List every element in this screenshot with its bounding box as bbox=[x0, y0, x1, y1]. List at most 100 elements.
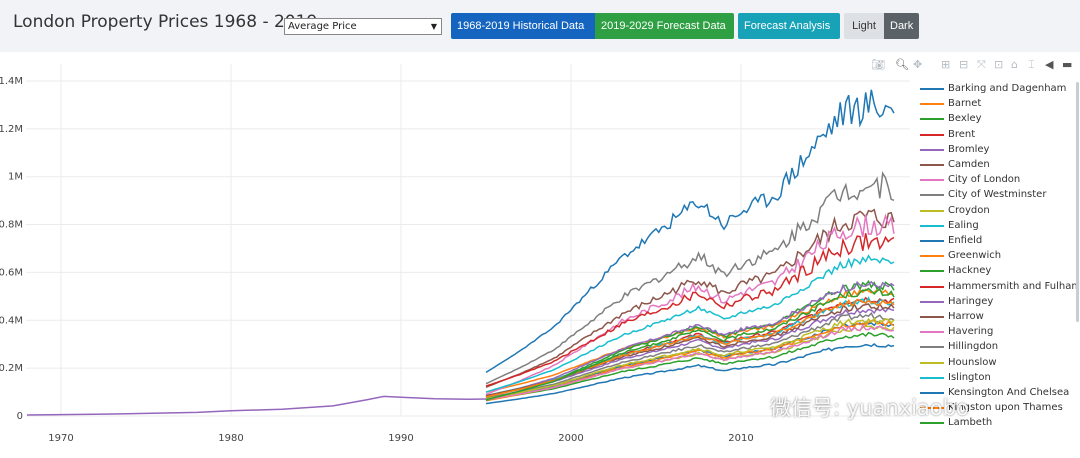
watermark-text: 微信号: yuanxiaobo bbox=[770, 396, 969, 420]
legend-item[interactable]: Kensington And Chelsea bbox=[918, 386, 1078, 401]
zoom-out-icon[interactable]: ⊟ bbox=[959, 58, 969, 71]
legend-swatch bbox=[920, 240, 944, 242]
metric-select[interactable]: Average Price ▼ bbox=[284, 18, 442, 35]
legend-item[interactable]: Hammersmith and Fulham bbox=[918, 280, 1078, 295]
legend-item[interactable]: Harrow bbox=[918, 310, 1078, 325]
header-bar: London Property Prices 1968 - 2019 Avera… bbox=[0, 0, 1080, 52]
camera-icon[interactable]: 📷︎ bbox=[871, 58, 885, 71]
legend-swatch bbox=[920, 194, 944, 197]
legend-label: Brent bbox=[948, 128, 976, 140]
x-tick-label: 2010 bbox=[728, 433, 753, 444]
pan-icon[interactable]: ✥ bbox=[913, 58, 923, 71]
legend-item[interactable]: Barnet bbox=[918, 97, 1078, 112]
series-line bbox=[485, 287, 895, 401]
chart-legend[interactable]: Barking and Dagenham Barnet Bexley Brent Bro… bbox=[918, 82, 1078, 434]
x-tick-label: 1990 bbox=[388, 433, 413, 444]
reset-axes-icon[interactable]: ⊡ bbox=[994, 58, 1004, 71]
legend-label: Hillingdon bbox=[948, 341, 999, 353]
wechat-icon bbox=[742, 395, 767, 415]
legend-label: Enfield bbox=[948, 235, 983, 246]
dark-theme-button[interactable]: Dark bbox=[884, 13, 919, 39]
legend-item[interactable]: Hounslow bbox=[918, 356, 1078, 371]
legend-label: Lambeth bbox=[948, 417, 993, 429]
legend-item[interactable]: City of Westminster bbox=[918, 188, 1078, 203]
series-line bbox=[485, 312, 895, 399]
legend-label: Hounslow bbox=[948, 356, 997, 368]
y-tick-label: 1.4M bbox=[0, 76, 23, 87]
legend-swatch bbox=[920, 346, 944, 349]
legend-swatch bbox=[920, 103, 944, 106]
legend-item[interactable]: Bexley bbox=[918, 112, 1078, 127]
series-line bbox=[485, 323, 895, 401]
series-line bbox=[485, 280, 895, 399]
legend-label: Kensington And Chelsea bbox=[948, 387, 1070, 398]
legend-label: City of Westminster bbox=[948, 189, 1047, 201]
legend-item[interactable]: Havering bbox=[918, 325, 1078, 340]
legend-item[interactable]: Ealing bbox=[918, 219, 1078, 234]
legend-swatch bbox=[920, 133, 944, 136]
price-chart[interactable]: 0 0.2M 0.4M 0.6M 0.8M 1M 1.2M 1.4M 1970 1980 1990… bbox=[0, 52, 918, 458]
legend-label: Hackney bbox=[948, 265, 992, 277]
y-tick-label: 0.6M bbox=[0, 267, 23, 278]
historical-data-button[interactable]: 1968-2019 Historical Data bbox=[451, 13, 595, 39]
forecast-data-button[interactable]: 2019-2029 Forecast Data bbox=[595, 13, 734, 39]
legend-label: Islington bbox=[948, 371, 991, 383]
x-tick-label: 2000 bbox=[558, 433, 583, 444]
legend-item[interactable]: Enfield bbox=[918, 234, 1078, 249]
series-line bbox=[485, 170, 895, 385]
hover-closest-icon[interactable]: ◀ bbox=[1045, 58, 1054, 71]
legend-item[interactable]: Greenwich bbox=[918, 249, 1078, 264]
legend-swatch bbox=[920, 316, 944, 318]
legend-label: Bromley bbox=[948, 143, 990, 155]
legend-scrollbar[interactable] bbox=[1076, 82, 1079, 322]
spike-lines-icon[interactable]: ⌶ bbox=[1028, 58, 1035, 71]
legend-swatch bbox=[920, 361, 944, 364]
legend-swatch bbox=[920, 148, 944, 151]
legend-item[interactable]: Kingston upon Thames bbox=[918, 401, 1078, 416]
legend-label: Barnet bbox=[948, 98, 982, 110]
series-line bbox=[485, 213, 895, 396]
legend-label: Greenwich bbox=[948, 250, 1002, 262]
series-line bbox=[485, 233, 895, 387]
legend-swatch bbox=[920, 331, 944, 334]
legend-item[interactable]: City of London bbox=[918, 173, 1078, 188]
legend-item[interactable]: Hackney bbox=[918, 264, 1078, 279]
legend-swatch bbox=[920, 392, 944, 394]
forecast-analysis-button[interactable]: Forecast Analysis bbox=[738, 13, 840, 39]
y-tick-label: 0.4M bbox=[0, 315, 23, 326]
legend-label: Havering bbox=[948, 326, 994, 338]
chart-grid bbox=[26, 64, 910, 417]
legend-swatch bbox=[920, 164, 944, 166]
legend-item[interactable]: Barking and Dagenham bbox=[918, 82, 1078, 97]
legend-item[interactable]: Bromley bbox=[918, 143, 1078, 158]
legend-item[interactable]: Croydon bbox=[918, 204, 1078, 219]
legend-item[interactable]: Hillingdon bbox=[918, 340, 1078, 355]
y-tick-label: 1M bbox=[8, 172, 23, 183]
legend-swatch bbox=[920, 255, 944, 258]
y-tick-label: 0 bbox=[17, 411, 23, 422]
series-line bbox=[485, 343, 895, 405]
legend-swatch bbox=[920, 270, 944, 273]
zoom-icon[interactable]: 🔍︎ bbox=[895, 58, 909, 71]
legend-item[interactable]: Camden bbox=[918, 158, 1078, 173]
zoom-in-icon[interactable]: ⊞ bbox=[941, 58, 951, 71]
legend-item[interactable]: Brent bbox=[918, 128, 1078, 143]
legend-label: Haringey bbox=[948, 295, 994, 307]
legend-item[interactable]: Haringey bbox=[918, 295, 1078, 310]
hover-compare-icon[interactable]: ▬ bbox=[1062, 58, 1073, 71]
legend-swatch bbox=[920, 422, 944, 425]
y-tick-label: 0.8M bbox=[0, 220, 23, 231]
home-icon[interactable]: ⌂ bbox=[1011, 58, 1018, 71]
legend-swatch bbox=[920, 376, 944, 379]
legend-swatch bbox=[920, 300, 944, 303]
legend-item[interactable]: Islington bbox=[918, 371, 1078, 386]
autoscale-icon[interactable]: ⤧ bbox=[977, 58, 986, 71]
page-title: London Property Prices 1968 - 2019 bbox=[13, 12, 318, 32]
legend-item[interactable]: Lambeth bbox=[918, 416, 1078, 431]
legend-swatch bbox=[920, 179, 944, 182]
series-line bbox=[485, 331, 895, 401]
metric-select-value: Average Price bbox=[288, 21, 357, 32]
x-axis: 1970 1980 1990 2000 2010 bbox=[48, 433, 753, 444]
y-axis: 0 0.2M 0.4M 0.6M 0.8M 1M 1.2M 1.4M bbox=[0, 76, 23, 422]
light-theme-button[interactable]: Light bbox=[844, 13, 884, 39]
